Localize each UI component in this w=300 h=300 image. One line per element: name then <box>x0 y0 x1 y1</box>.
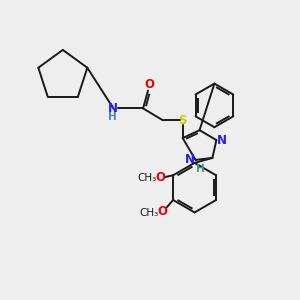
Text: O: O <box>144 78 154 91</box>
Text: O: O <box>155 171 165 184</box>
Text: H: H <box>108 112 117 122</box>
Text: H: H <box>196 164 205 174</box>
Text: N: N <box>108 102 118 115</box>
Text: N: N <box>217 134 227 147</box>
Text: CH₃: CH₃ <box>140 208 159 218</box>
Text: N: N <box>184 153 195 167</box>
Text: S: S <box>178 114 187 127</box>
Text: O: O <box>157 206 167 218</box>
Text: CH₃: CH₃ <box>138 173 157 183</box>
